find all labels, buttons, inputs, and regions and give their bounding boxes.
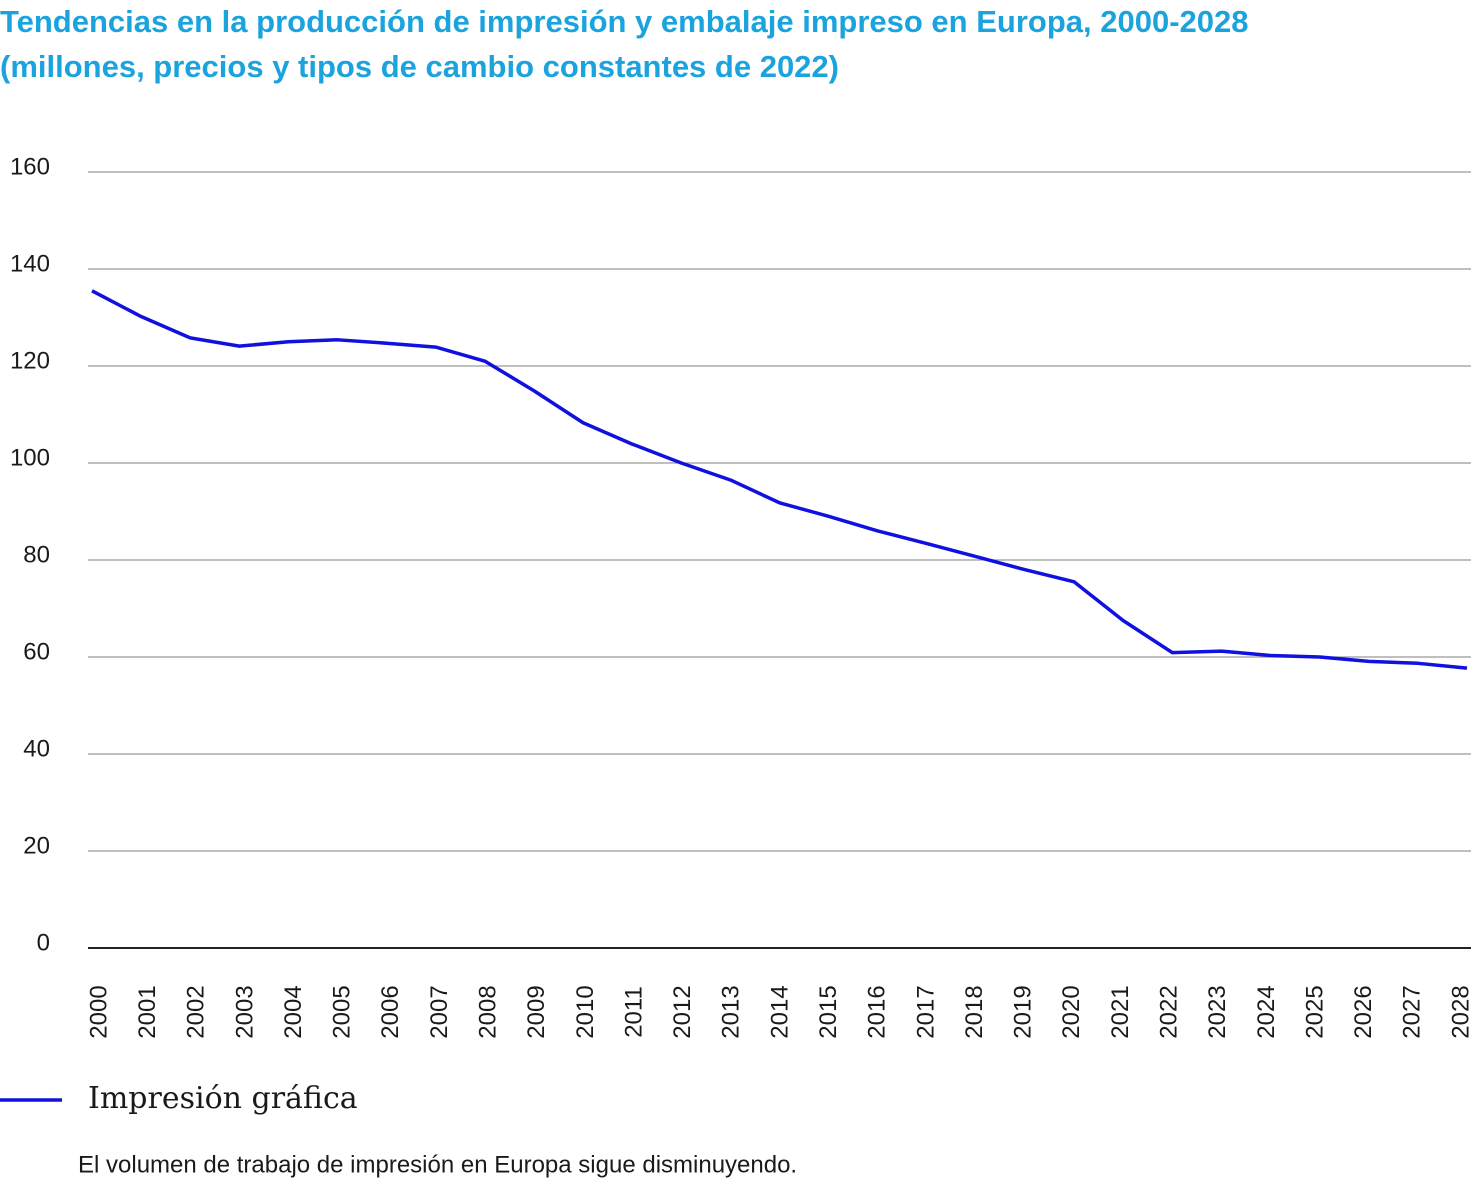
x-tick-label: 2003 [231,985,258,1038]
y-tick-label: 0 [37,929,50,956]
x-tick-label: 2006 [377,985,404,1038]
y-tick-label: 100 [10,444,50,471]
y-tick-label: 140 [10,250,50,277]
y-tick-label: 40 [23,735,50,762]
x-tick-label: 2001 [134,985,161,1038]
x-tick-label: 2024 [1253,985,1280,1038]
y-tick-label: 20 [23,832,50,859]
x-tick-label: 2007 [426,985,453,1038]
x-tick-label: 2014 [766,985,793,1038]
y-tick-label: 60 [23,638,50,665]
x-tick-label: 2002 [183,985,210,1038]
x-tick-label: 2018 [961,985,988,1038]
x-tick-label: 2017 [912,985,939,1038]
x-tick-label: 2025 [1301,985,1328,1038]
x-tick-label: 2009 [523,985,550,1038]
chart-subtitle: (millones, precios y tipos de cambio con… [0,49,839,84]
x-tick-label: 2005 [329,985,356,1038]
x-tick-label: 2010 [572,985,599,1038]
x-tick-label: 2016 [864,985,891,1038]
series-line [91,289,1468,670]
x-tick-label: 2026 [1350,985,1377,1038]
x-tick-label: 2015 [815,985,842,1038]
chart-title: Tendencias en la producción de impresión… [0,4,1248,39]
legend-label: Impresión gráfica [88,1081,358,1116]
x-tick-label: 2021 [1107,985,1134,1038]
x-tick-label: 2020 [1058,985,1085,1038]
x-tick-label: 2012 [669,985,696,1038]
x-tick-label: 2019 [1010,985,1037,1038]
x-tick-label: 2011 [620,986,647,1038]
x-tick-label: 2013 [718,985,745,1038]
x-tick-label: 2000 [85,985,112,1038]
x-tick-label: 2028 [1447,985,1474,1038]
note: El volumen de trabajo de impresión en Eu… [78,1151,797,1178]
y-tick-label: 120 [10,347,50,374]
x-tick-label: 2027 [1399,985,1426,1038]
x-tick-label: 2022 [1155,985,1182,1038]
x-tick-label: 2004 [280,985,307,1038]
x-tick-label: 2008 [474,985,501,1038]
x-tick-label: 2023 [1204,985,1231,1038]
y-tick-label: 80 [23,541,50,568]
y-tick-label: 160 [10,153,50,180]
